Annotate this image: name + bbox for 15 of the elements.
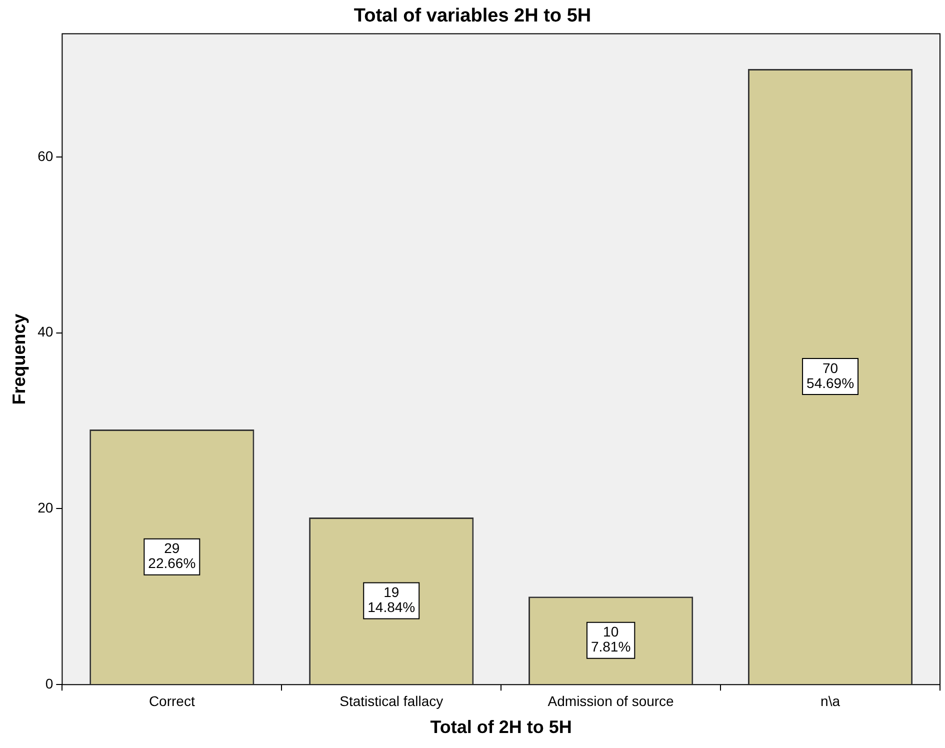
y-tick-label: 40 xyxy=(38,324,54,340)
y-tick-label: 60 xyxy=(38,148,54,164)
y-tick-label: 0 xyxy=(45,675,54,692)
data-label: 19 14.84% xyxy=(368,584,416,616)
y-axis-title: Frequency xyxy=(8,314,29,405)
x-tick-label: Correct xyxy=(148,692,195,709)
x-tick-label: Admission of source xyxy=(548,692,674,709)
y-tick-label: 20 xyxy=(38,500,54,516)
data-label: 70 54.69% xyxy=(806,360,854,391)
x-tick-label: Statistical fallacy xyxy=(340,692,444,709)
chart-title: Total of variables 2H to 5H xyxy=(354,6,592,27)
data-label: 10 7.81% xyxy=(590,624,631,655)
data-label: 29 22.66% xyxy=(148,540,196,572)
x-axis-title: Total of 2H to 5H xyxy=(430,717,572,738)
x-tick-label: n\a xyxy=(820,692,840,709)
